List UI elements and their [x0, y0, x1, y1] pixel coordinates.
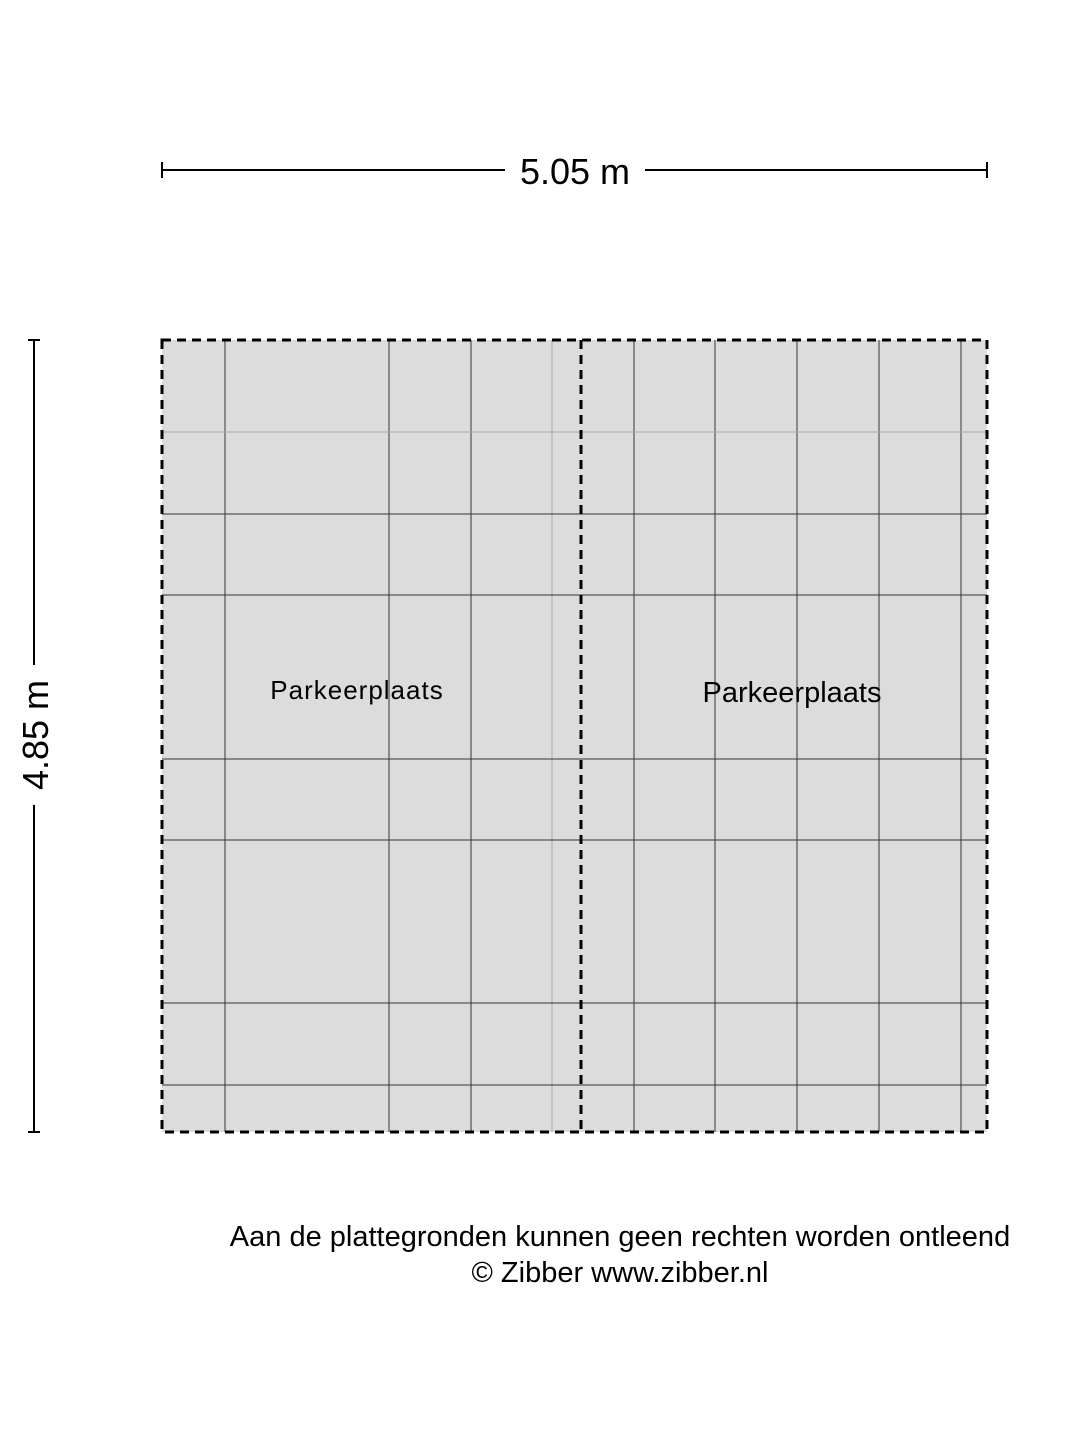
- width-label: 5.05 m: [520, 151, 630, 192]
- copyright: © Zibber www.zibber.nl: [472, 1257, 769, 1289]
- room-label: Parkeerplaats: [703, 677, 882, 709]
- tile-grid: [162, 340, 987, 1132]
- height-label: 4.85 m: [15, 680, 56, 790]
- parking-outline: [160, 338, 989, 1134]
- height-dimension: [28, 339, 40, 1133]
- width-dimension: [161, 162, 988, 178]
- disclaimer: Aan de plattegronden kunnen geen rechten…: [230, 1221, 1010, 1253]
- floor-area: [162, 340, 987, 1132]
- room-label: Parkeerplaats: [270, 675, 443, 705]
